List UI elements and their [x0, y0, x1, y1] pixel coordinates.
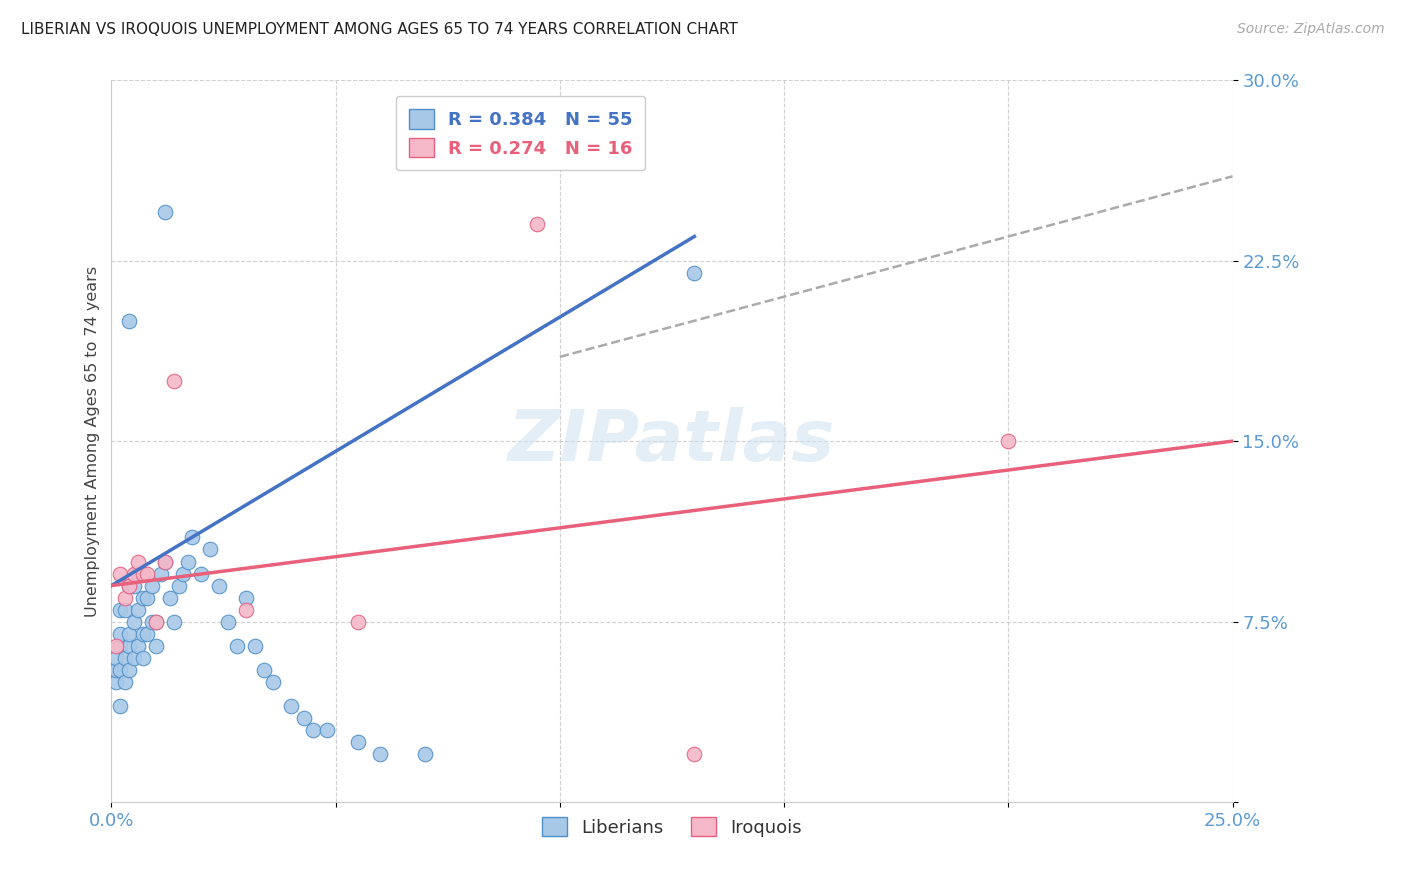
Point [172, 566, 194, 581]
Point [122, 615, 145, 629]
Point [262, 674, 284, 689]
Point [127, 602, 149, 616]
Point [136, 626, 159, 640]
Point [136, 566, 159, 581]
Point [145, 615, 167, 629]
Point [683, 266, 706, 280]
Point [104, 663, 127, 677]
Point [997, 434, 1019, 449]
Point [243, 639, 266, 653]
Point [132, 566, 155, 581]
Text: ZIPatlas: ZIPatlas [509, 407, 835, 475]
Point [114, 591, 136, 605]
Point [176, 554, 198, 568]
Point [235, 602, 257, 616]
Point [370, 747, 392, 761]
Point [347, 735, 370, 749]
Point [104, 674, 127, 689]
Point [155, 205, 177, 219]
Point [280, 698, 302, 713]
Point [110, 639, 132, 653]
Point [526, 218, 548, 232]
Point [104, 639, 127, 653]
Point [683, 747, 706, 761]
Point [181, 530, 204, 544]
Point [118, 663, 141, 677]
Point [347, 615, 370, 629]
Point [167, 578, 190, 592]
Point [155, 554, 177, 568]
Point [163, 374, 186, 388]
Point [110, 698, 132, 713]
Point [110, 566, 132, 581]
Point [118, 314, 141, 328]
Point [118, 626, 141, 640]
Point [217, 615, 239, 629]
Point [190, 566, 212, 581]
Point [132, 626, 155, 640]
Point [226, 639, 249, 653]
Text: LIBERIAN VS IROQUOIS UNEMPLOYMENT AMONG AGES 65 TO 74 YEARS CORRELATION CHART: LIBERIAN VS IROQUOIS UNEMPLOYMENT AMONG … [21, 22, 738, 37]
Point [127, 566, 149, 581]
Legend: Liberians, Iroquois: Liberians, Iroquois [534, 809, 810, 844]
Point [122, 566, 145, 581]
Point [110, 626, 132, 640]
Point [163, 615, 186, 629]
Point [208, 578, 231, 592]
Point [118, 639, 141, 653]
Point [415, 747, 437, 761]
Point [136, 591, 159, 605]
Point [114, 674, 136, 689]
Point [132, 591, 155, 605]
Point [122, 578, 145, 592]
Point [253, 663, 276, 677]
Point [127, 639, 149, 653]
Point [315, 723, 337, 737]
Point [118, 578, 141, 592]
Point [235, 591, 257, 605]
Point [110, 602, 132, 616]
Point [141, 578, 163, 592]
Point [127, 554, 149, 568]
Y-axis label: Unemployment Among Ages 65 to 74 years: Unemployment Among Ages 65 to 74 years [86, 266, 100, 616]
Point [141, 615, 163, 629]
Point [118, 578, 141, 592]
Point [114, 602, 136, 616]
Point [292, 711, 315, 725]
Point [302, 723, 325, 737]
Point [132, 650, 155, 665]
Point [122, 650, 145, 665]
Point [110, 663, 132, 677]
Point [145, 639, 167, 653]
Point [198, 542, 221, 557]
Point [155, 554, 177, 568]
Point [114, 650, 136, 665]
Text: Source: ZipAtlas.com: Source: ZipAtlas.com [1237, 22, 1385, 37]
Point [149, 566, 172, 581]
Point [159, 591, 181, 605]
Point [145, 615, 167, 629]
Point [104, 650, 127, 665]
